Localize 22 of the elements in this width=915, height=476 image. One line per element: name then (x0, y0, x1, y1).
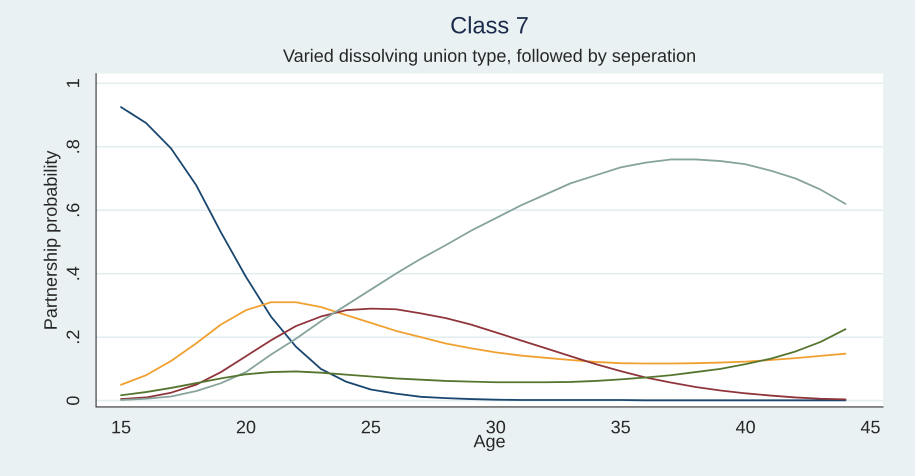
chart-subtitle: Varied dissolving union type, followed by seperation (283, 48, 695, 66)
y-tick-label: 1 (66, 79, 80, 87)
x-tick-label: 20 (236, 420, 256, 434)
x-tick-label: 25 (362, 420, 380, 434)
y-axis-title: Partnership probability (44, 150, 60, 329)
y-tick-label: .6 (66, 203, 80, 216)
line-series (120, 106, 846, 402)
x-tick-label: 40 (736, 420, 755, 434)
y-tick-label: .2 (66, 330, 80, 344)
line-series (120, 308, 846, 400)
y-tick-label: 0 (66, 396, 80, 405)
x-tick-label: 15 (112, 420, 130, 434)
line-series (120, 158, 846, 401)
x-tick-label: 35 (611, 420, 630, 434)
x-tick-label: 30 (486, 420, 506, 434)
chart-title: Class 7 (451, 16, 528, 34)
line-series (120, 328, 846, 396)
x-axis-title: Age (474, 434, 505, 452)
x-tick-label: 45 (860, 420, 880, 434)
line-series (120, 301, 846, 386)
y-tick-label: .8 (66, 140, 80, 153)
y-tick-label: .4 (66, 266, 80, 280)
